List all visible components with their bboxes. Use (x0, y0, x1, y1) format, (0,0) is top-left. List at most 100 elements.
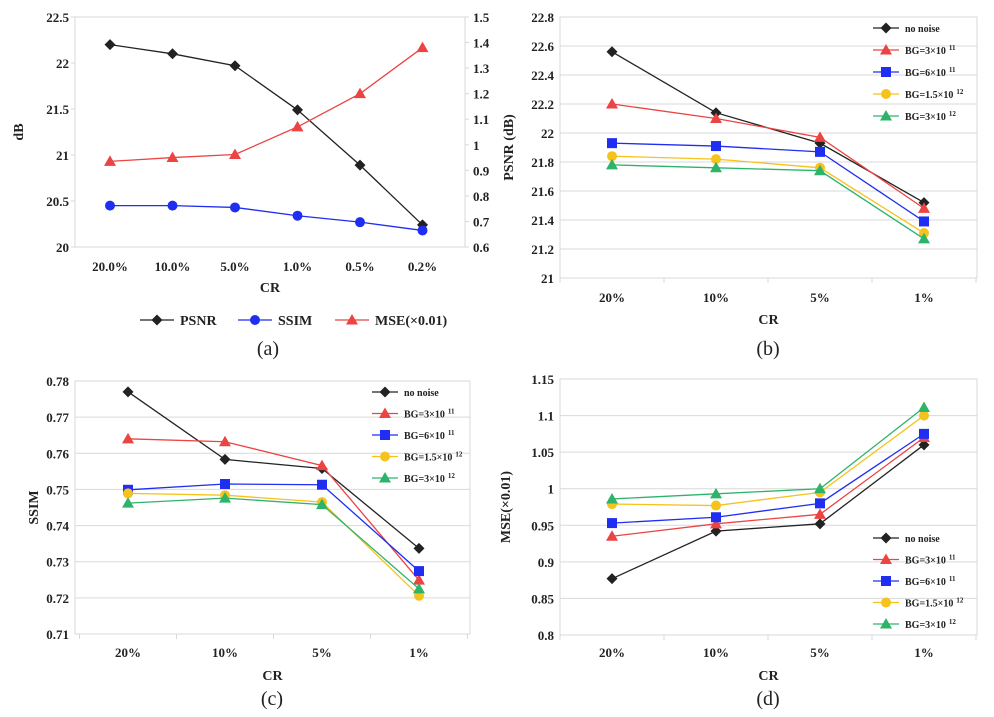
y-tick-label: 22 (56, 56, 69, 71)
data-point (316, 459, 328, 471)
y-tick-label: 0.76 (46, 446, 69, 461)
legend-marker (379, 472, 391, 483)
legend-marker (346, 314, 358, 325)
legend-label: no noise (905, 534, 940, 545)
legend-superscript: 12 (956, 88, 964, 96)
y-tick-label: 21.6 (531, 184, 554, 199)
y-axis-label: PSNR (dB) (502, 114, 517, 181)
legend-marker (379, 407, 391, 418)
series-line (611, 407, 925, 500)
y-tick-label: 21 (541, 271, 554, 286)
data-point (291, 120, 304, 132)
y-right-tick-label: 0.6 (473, 240, 490, 255)
y-tick-label: 0.85 (531, 591, 554, 606)
data-point (122, 497, 134, 508)
series-line (109, 47, 423, 163)
legend-marker (880, 44, 892, 55)
legend-label: BG=1.5×10 12 (404, 451, 463, 464)
data-point (219, 435, 231, 447)
data-point (919, 410, 929, 421)
y-right-tick-label: 1.4 (473, 36, 490, 51)
series-line (109, 43, 423, 226)
legend-superscript: 12 (956, 597, 964, 605)
data-point (918, 232, 930, 244)
y-tick-label: 0.78 (46, 374, 69, 389)
data-point (711, 154, 721, 165)
y-tick-label: 0.9 (538, 555, 555, 570)
data-point (710, 161, 722, 173)
legend-label: BG=3×10 12 (905, 110, 956, 123)
legend-label: PSNR (180, 314, 217, 329)
x-tick-label: 20.0% (92, 259, 128, 274)
data-point (166, 151, 179, 163)
legend-marker (880, 532, 892, 544)
legend-superscript: 11 (448, 429, 455, 437)
series-line (611, 103, 925, 209)
data-point (354, 87, 366, 99)
data-point (317, 479, 327, 490)
data-point (355, 217, 365, 228)
y-tick-label: 0.75 (46, 482, 69, 497)
series-line (110, 204, 423, 232)
data-point (814, 518, 826, 530)
data-point (814, 131, 826, 142)
legend-superscript: 11 (949, 554, 956, 562)
data-point (607, 151, 617, 162)
y-axis-label: dB (12, 123, 27, 140)
data-point (814, 164, 826, 176)
data-point (606, 46, 618, 58)
data-point (417, 225, 428, 236)
series-line (611, 142, 925, 222)
data-point (104, 155, 116, 166)
data-point (710, 112, 722, 123)
y-tick-label: 1 (548, 482, 555, 497)
legend-marker (380, 430, 390, 440)
legend-marker (881, 576, 891, 586)
x-tick-label: 5.0% (220, 259, 249, 274)
plot-frame (74, 380, 471, 635)
legend-marker (151, 314, 163, 326)
x-tick-label: 10% (703, 290, 729, 305)
y-tick-label: 21.2 (531, 242, 554, 257)
y-tick-label: 1.15 (531, 372, 554, 387)
data-point (710, 525, 722, 537)
data-point (122, 386, 134, 398)
y-tick-label: 0.77 (46, 410, 69, 425)
x-tick-label: 1% (914, 290, 934, 305)
legend-marker (379, 386, 391, 398)
series-line (611, 164, 925, 240)
data-point (711, 512, 721, 523)
y-tick-label: 22.2 (531, 97, 554, 112)
series-line (611, 433, 925, 524)
legend-label: no noise (404, 388, 439, 399)
x-tick-label: 0.2% (408, 259, 437, 274)
legend-label: BG=3×10 11 (905, 44, 956, 57)
y-tick-label: 21.4 (531, 213, 554, 228)
data-point (607, 518, 617, 529)
data-point (167, 48, 178, 60)
legend-superscript: 12 (455, 451, 463, 459)
legend-marker (880, 618, 892, 629)
data-point (918, 401, 930, 413)
legend-label: BG=1.5×10 12 (905, 597, 964, 610)
data-point (919, 216, 929, 227)
data-point (918, 439, 930, 451)
legend-marker (880, 553, 892, 564)
data-point (414, 566, 424, 577)
legend-marker (881, 67, 891, 77)
legend-marker (881, 597, 891, 608)
x-tick-label: 20% (599, 645, 625, 660)
legend-label: BG=1.5×10 12 (905, 88, 964, 101)
y-tick-label: 0.71 (46, 627, 69, 642)
data-point (606, 530, 618, 541)
legend-superscript: 12 (949, 110, 957, 118)
data-point (220, 479, 230, 490)
x-tick-label: 0.5% (345, 259, 374, 274)
data-point (606, 98, 618, 109)
y-tick-label: 1.1 (538, 409, 554, 424)
data-point (416, 41, 429, 53)
y-tick-label: 0.8 (538, 628, 555, 643)
x-tick-label: 10% (212, 645, 238, 660)
series-line (127, 391, 420, 549)
data-point (710, 487, 722, 499)
